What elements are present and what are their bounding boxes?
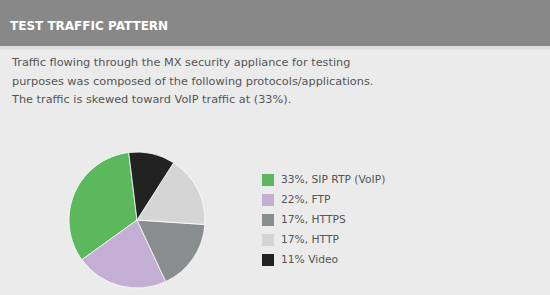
separator	[0, 46, 550, 50]
title: TEST TRAFFIC PATTERN	[10, 19, 168, 33]
legend-swatch	[262, 234, 274, 246]
legend-label: 11% Video	[281, 253, 338, 266]
header-bar	[0, 0, 550, 46]
legend-item: 22%, FTP	[262, 193, 331, 206]
description-line: The traffic is skewed toward VoIP traffi…	[11, 93, 291, 106]
legend-label: 33%, SIP RTP (VoIP)	[281, 173, 385, 186]
legend-label: 17%, HTTP	[281, 233, 339, 246]
pie-slice	[137, 220, 205, 282]
legend: 33%, SIP RTP (VoIP) 22%, FTP 17%, HTTPS 17%…	[262, 173, 385, 266]
legend-label: 17%, HTTPS	[281, 213, 346, 226]
pie-slice	[129, 152, 174, 220]
background	[0, 0, 550, 295]
description-line: purposes was composed of the following p…	[12, 75, 373, 88]
description-line: Traffic flowing through the MX security …	[11, 56, 350, 69]
chart: TEST TRAFFIC PATTERN Traffic flowing thro…	[0, 0, 550, 295]
pie	[69, 152, 205, 288]
legend-swatch	[262, 174, 274, 186]
legend-item: 11% Video	[262, 253, 338, 266]
legend-swatch	[262, 194, 274, 206]
description: Traffic flowing through the MX security …	[11, 56, 373, 106]
legend-item: 33%, SIP RTP (VoIP)	[262, 173, 385, 186]
legend-item: 17%, HTTPS	[262, 213, 346, 226]
legend-swatch	[262, 214, 274, 226]
legend-swatch	[262, 254, 274, 266]
legend-item: 17%, HTTP	[262, 233, 339, 246]
legend-label: 22%, FTP	[281, 193, 331, 206]
